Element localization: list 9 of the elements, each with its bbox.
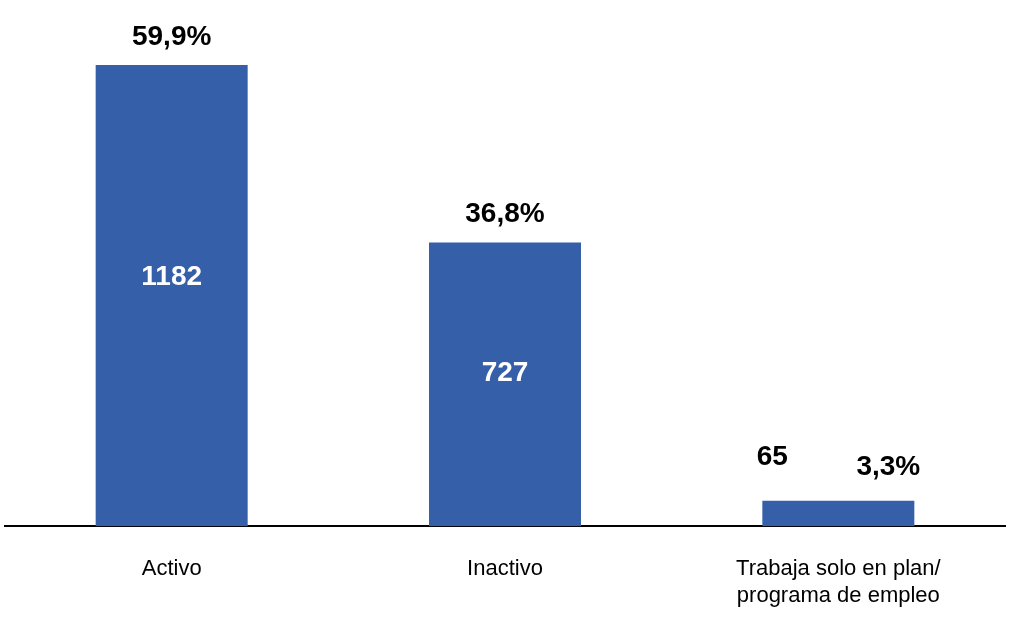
- annotation: 36,8%: [465, 197, 545, 229]
- data-label: 727: [481, 355, 529, 387]
- annotation: 59,9%: [131, 19, 212, 51]
- data-label: 1182: [141, 259, 203, 291]
- x-tick-label: Activo: [141, 555, 202, 581]
- data-label: 65: [756, 439, 788, 471]
- x-tick-label: Trabaja solo en plan/ programa de empleo: [736, 555, 942, 607]
- x-tick-label: Inactivo: [467, 555, 543, 581]
- annotation: 3,3%: [856, 449, 921, 481]
